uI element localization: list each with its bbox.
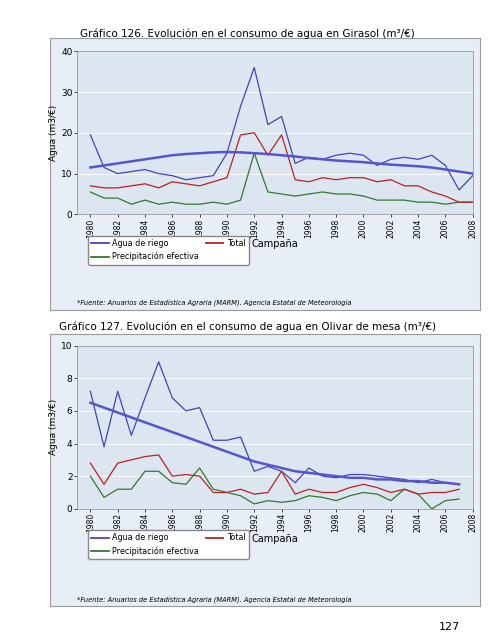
Text: 127: 127 <box>439 622 460 632</box>
Y-axis label: Agua (m3/€): Agua (m3/€) <box>50 105 58 161</box>
Y-axis label: Agua (m3/€): Agua (m3/€) <box>50 399 58 455</box>
Text: Gráfico 126. Evolución en el consumo de agua en Girasol (m³/€): Gráfico 126. Evolución en el consumo de … <box>80 29 415 39</box>
X-axis label: Campaña: Campaña <box>251 534 298 544</box>
X-axis label: Campaña: Campaña <box>251 239 298 250</box>
Text: *Fuente: Anuarios de Estadística Agraria (MARM). Agencia Estatal de Meteorología: *Fuente: Anuarios de Estadística Agraria… <box>77 300 351 307</box>
Legend: Agua de riego, Precipitación efectiva, Total: Agua de riego, Precipitación efectiva, T… <box>88 530 248 559</box>
Text: *Fuente: Anuarios de Estadística Agraria (MARM). Agencia Estatal de Meteorología: *Fuente: Anuarios de Estadística Agraria… <box>77 597 351 604</box>
Legend: Agua de riego, Precipitación efectiva, Total: Agua de riego, Precipitación efectiva, T… <box>88 236 248 265</box>
Text: Gráfico 127. Evolución en el consumo de agua en Olivar de mesa (m³/€): Gráfico 127. Evolución en el consumo de … <box>59 322 436 332</box>
